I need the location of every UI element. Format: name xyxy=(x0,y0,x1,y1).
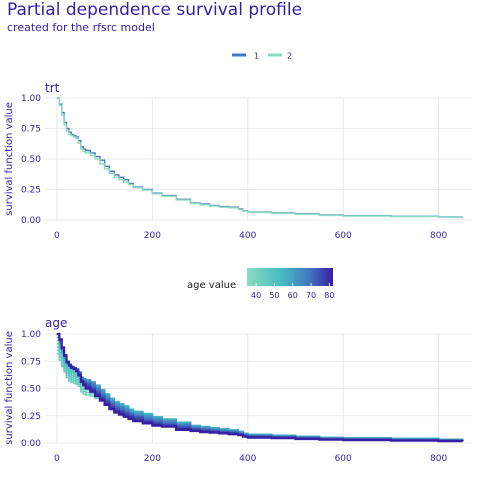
legend-age-colorbar xyxy=(247,268,333,286)
x-tick-label: 400 xyxy=(239,231,256,241)
y-tick-label: 0.75 xyxy=(21,357,41,367)
y-tick-label: 0.25 xyxy=(21,186,41,196)
panel-title-trt: trt xyxy=(45,81,60,95)
age-curve xyxy=(56,333,464,441)
panel-title-age: age xyxy=(45,316,67,330)
series-line-2 xyxy=(56,97,464,218)
legend-age-tick-label: 40 xyxy=(251,291,261,300)
age-curve xyxy=(56,333,464,442)
age-curve xyxy=(56,333,464,441)
y-axis-label-trt: survival function value xyxy=(4,102,15,216)
legend-trt: 1 2 xyxy=(232,52,292,61)
legend-age-ticks: 40 50 60 70 80 xyxy=(251,283,334,300)
y-tick-label: 0.50 xyxy=(21,155,41,165)
x-tick-label: 200 xyxy=(144,231,161,241)
age-curve xyxy=(56,333,464,442)
x-tick-label: 400 xyxy=(239,454,256,464)
x-tick-label: 0 xyxy=(54,231,60,241)
age-curve xyxy=(56,333,464,441)
y-tick-label: 0.75 xyxy=(21,125,41,135)
x-tick-label: 0 xyxy=(54,454,60,464)
age-curve xyxy=(56,349,464,441)
x-tick-label: 600 xyxy=(335,231,352,241)
age-curve xyxy=(56,333,464,441)
y-axis-label-age: survival function value xyxy=(4,331,15,445)
y-tick-label: 0.25 xyxy=(21,412,41,422)
y-tick-label: 0.50 xyxy=(21,385,41,395)
age-curve xyxy=(56,333,464,442)
age-curve-max xyxy=(56,332,464,443)
legend-age-tick-label: 50 xyxy=(269,291,279,300)
age-curve xyxy=(56,333,464,442)
chart-subtitle: created for the rfsrc model xyxy=(7,21,155,34)
age-curve xyxy=(56,343,464,441)
age-curve xyxy=(56,333,464,442)
y-tick-label: 0.00 xyxy=(21,439,41,449)
y-tick-label: 1.00 xyxy=(21,330,41,340)
y-tick-label: 0.00 xyxy=(21,216,41,226)
age-curve xyxy=(56,333,464,441)
age-curve xyxy=(56,333,464,441)
legend-label-1: 1 xyxy=(254,52,259,61)
x-tick-label: 600 xyxy=(335,454,352,464)
y-tick-label: 1.00 xyxy=(21,94,41,104)
age-curve xyxy=(56,333,464,441)
age-curve xyxy=(56,333,464,441)
x-tick-label: 800 xyxy=(430,231,447,241)
chart-title: Partial dependence survival profile xyxy=(7,0,303,20)
legend-label-2: 2 xyxy=(287,52,292,61)
legend-age-tick-label: 80 xyxy=(324,291,334,300)
legend-age-tick-label: 70 xyxy=(306,291,316,300)
legend-age: age value 40 50 60 70 80 xyxy=(187,268,334,300)
panel-trt: 0.00 0.25 0.50 0.75 1.00 0 200 400 600 800 xyxy=(21,94,472,241)
age-curve xyxy=(56,333,464,441)
panel-age: 0.00 0.25 0.50 0.75 1.00 0 200 400 600 800 xyxy=(21,330,472,464)
x-tick-label: 200 xyxy=(144,454,161,464)
age-curve xyxy=(56,333,464,442)
x-tick-label: 800 xyxy=(430,454,447,464)
series-line-1 xyxy=(56,97,464,218)
age-curve xyxy=(56,333,464,441)
age-curve xyxy=(56,333,464,442)
legend-age-title: age value xyxy=(187,280,236,291)
legend-age-tick-label: 60 xyxy=(288,291,298,300)
age-curve xyxy=(56,333,464,442)
age-curve xyxy=(56,339,464,441)
age-curve xyxy=(56,352,464,441)
